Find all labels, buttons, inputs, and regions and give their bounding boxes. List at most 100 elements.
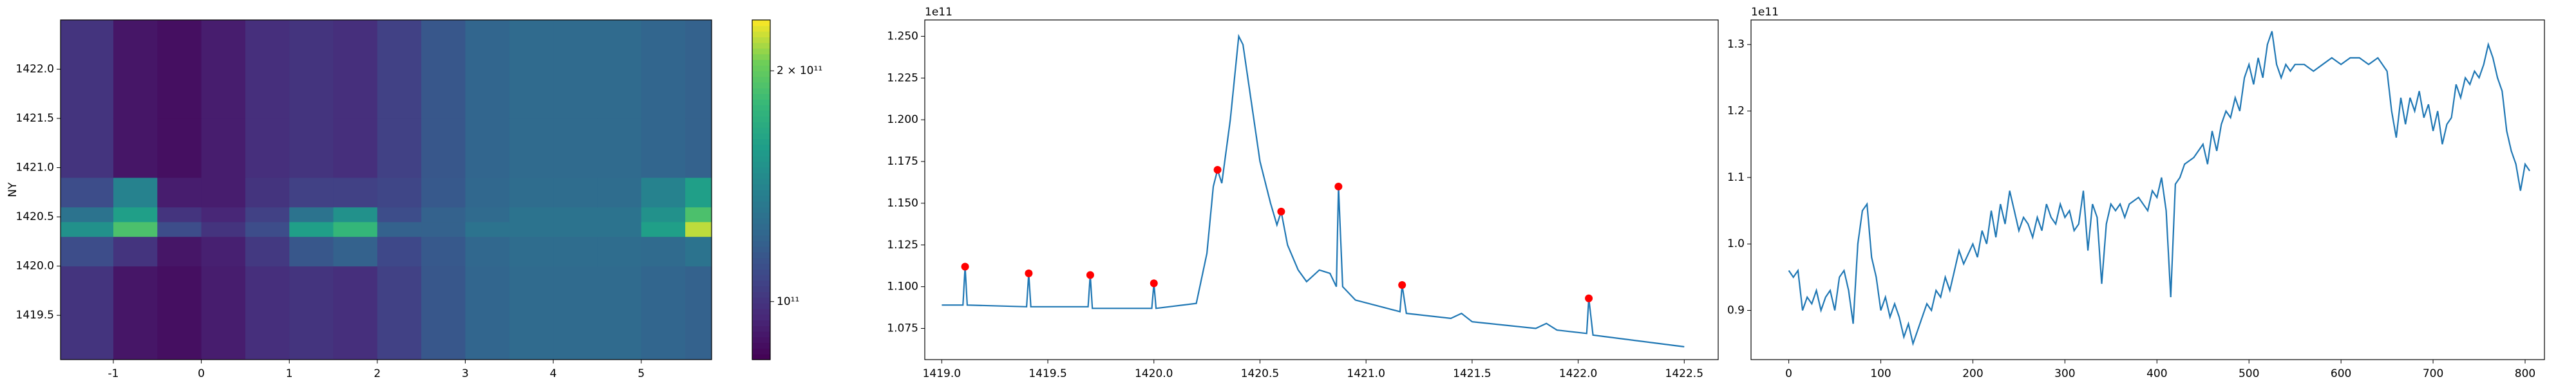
colorbar-segment	[752, 286, 770, 292]
x-tick-label: 3	[462, 367, 469, 380]
y-tick-label: 1.100	[887, 280, 918, 293]
colorbar-segment	[752, 184, 770, 190]
heatmap-cell	[289, 221, 334, 237]
heatmap-cell	[641, 177, 686, 208]
heatmap-cell	[509, 221, 554, 237]
x-tick-label: 300	[2054, 367, 2075, 380]
x-tick-label: -1	[108, 367, 118, 380]
y-tick-label: 1.225	[887, 71, 918, 84]
y-tick-label: 1.250	[887, 30, 918, 42]
colorbar-segment	[752, 31, 770, 37]
heatmap-cell	[201, 221, 246, 237]
heatmap-cell	[157, 118, 202, 178]
y-tick-label: 1.075	[887, 322, 918, 335]
y-tick-label: 1.1	[1727, 171, 1745, 184]
colorbar-segment	[752, 354, 770, 360]
colorbar-frame	[752, 19, 771, 360]
colorbar-segment	[752, 42, 770, 49]
x-tick-label: 400	[2146, 367, 2167, 380]
heatmap-cell	[641, 20, 686, 119]
colorbar-segment	[752, 156, 770, 162]
heatmap-cell	[289, 20, 334, 119]
heatmap-cell	[377, 266, 422, 360]
heatmap-cell	[61, 266, 114, 360]
colorbar-segment	[752, 223, 770, 230]
colorbar-segment	[752, 87, 770, 94]
colorbar-segment	[752, 105, 770, 111]
heatmap-cell	[421, 236, 466, 267]
colorbar-segment	[752, 77, 770, 83]
y-tick-label: 1.2	[1727, 105, 1745, 118]
colorbar-segment	[752, 122, 770, 128]
heatmap-cell	[333, 20, 378, 119]
heatmap-cell	[553, 236, 598, 267]
heatmap-cell	[289, 207, 334, 223]
heatmap-cell	[421, 177, 466, 208]
x-tick-label: 600	[2331, 367, 2351, 380]
colorbar-segment	[752, 178, 770, 185]
colorbar-segment	[752, 336, 770, 344]
colorbar-segment	[752, 172, 770, 179]
heatmap-cell	[685, 20, 712, 119]
heatmap-cell	[333, 266, 378, 360]
colorbar-segment	[752, 53, 770, 60]
heatmap-cell	[377, 236, 422, 267]
colorbar-segment	[752, 82, 770, 89]
heatmap-cell	[333, 207, 378, 223]
colorbar-segment	[752, 308, 770, 315]
y-tick-label: 1.125	[887, 239, 918, 252]
x-tick-label: 1422.5	[1665, 367, 1703, 380]
colorbar-segment	[752, 314, 770, 320]
heatmap-cell	[201, 207, 246, 223]
heatmap-cell	[333, 221, 378, 237]
heatmap-cell	[333, 118, 378, 178]
colorbar-segment	[752, 110, 770, 117]
y-tick-label: 1.0	[1727, 237, 1745, 250]
y-axis-label: NY	[6, 182, 19, 198]
axes-frame	[924, 19, 1719, 360]
y-tick-label: 0.9	[1727, 304, 1745, 317]
heatmap-cell	[597, 236, 642, 267]
y-tick-label: 1.175	[887, 155, 918, 168]
heatmap-cell	[245, 266, 290, 360]
x-tick-label: 0	[198, 367, 205, 380]
heatmap-cell	[157, 20, 202, 119]
heatmap-cell	[465, 177, 510, 208]
heatmap-cell	[641, 221, 686, 237]
y-tick-label: 1422.0	[16, 63, 54, 76]
heatmap-cell	[113, 118, 158, 178]
y-tick-label: 1421.0	[16, 161, 54, 174]
heatmap-cell	[421, 221, 466, 237]
heatmap-cell	[333, 236, 378, 267]
peak-marker	[1213, 165, 1222, 174]
axes-frame	[1750, 19, 2545, 360]
colorbar-segment	[752, 37, 770, 43]
heatmap-cell	[597, 266, 642, 360]
x-tick-label: 1419.5	[1028, 367, 1066, 380]
heatmap-cell	[113, 221, 158, 237]
heatmap-cell	[553, 266, 598, 360]
colorbar-segment	[752, 291, 770, 298]
colorbar-segment	[752, 161, 770, 168]
y-tick-label: 1419.5	[16, 309, 54, 322]
heatmap-cell	[61, 236, 114, 267]
heatmap-cell	[245, 221, 290, 237]
heatmap-cell	[509, 236, 554, 267]
x-tick-label: 0	[1785, 367, 1792, 380]
y-tick-label: 1420.0	[16, 260, 54, 273]
heatmap-cell	[641, 207, 686, 223]
peak-marker	[1398, 281, 1406, 290]
heatmap-cell	[597, 177, 642, 208]
heatmap-cell	[509, 177, 554, 208]
peak-marker	[1334, 182, 1343, 190]
heatmap-cell	[113, 207, 158, 223]
heatmap-cell	[157, 221, 202, 237]
colorbar-segment	[752, 138, 770, 145]
heatmap-cell	[201, 177, 246, 208]
heatmap-cell	[553, 177, 598, 208]
heatmap-cell	[465, 236, 510, 267]
colorbar-segment	[752, 201, 770, 207]
heatmap-cell	[377, 207, 422, 223]
heatmap-cell	[61, 20, 114, 119]
